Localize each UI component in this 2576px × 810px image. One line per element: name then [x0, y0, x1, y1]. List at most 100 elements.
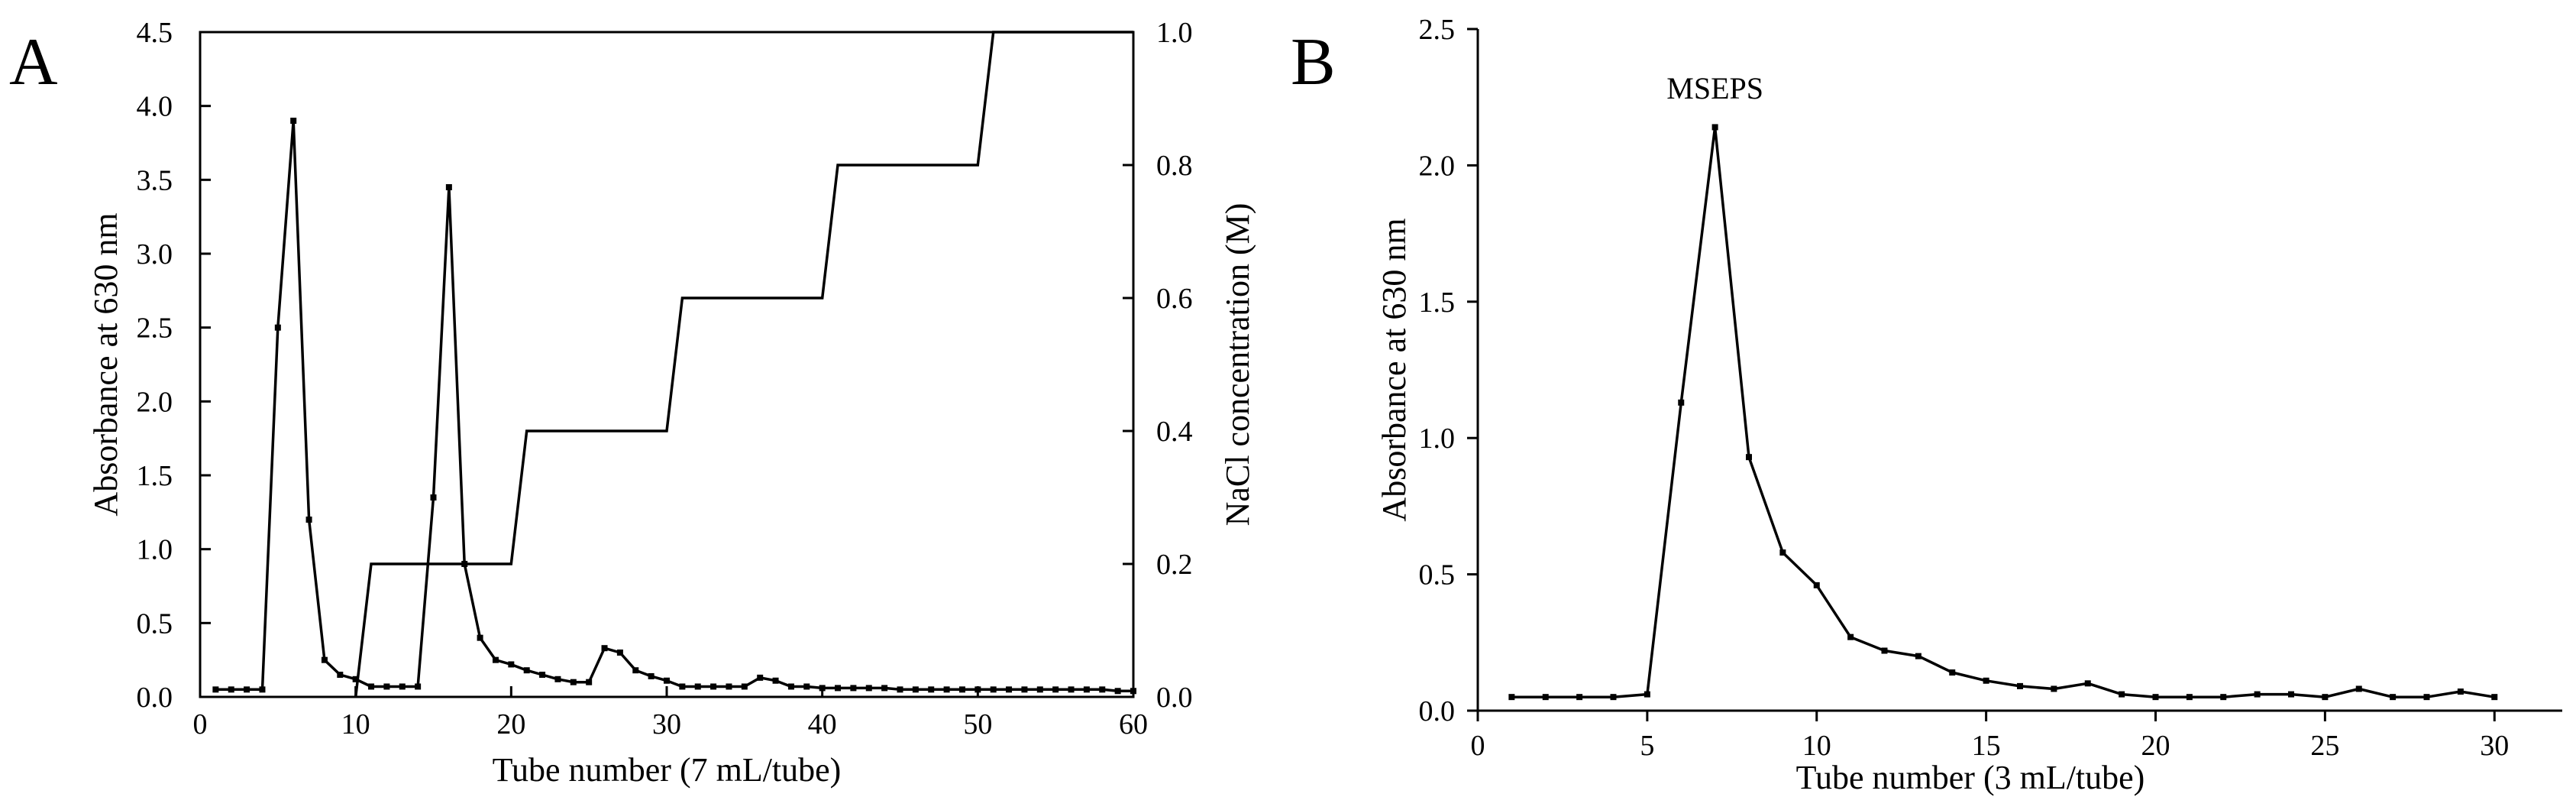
- panel-a-y-tick-label: 4.0: [137, 91, 173, 123]
- panel-a-absorbance-point: [616, 650, 623, 656]
- panel-a-absorbance-point: [430, 494, 437, 501]
- panel-b-absorbance-point: [1847, 633, 1854, 640]
- panel-b-x-ticks: 0 5 10 15 20 25 30: [1471, 711, 2509, 762]
- panel-a-absorbance-point: [928, 686, 935, 693]
- panel-a-y2-tick-label: 1.0: [1156, 17, 1193, 49]
- panel-a-absorbance-point: [570, 679, 577, 685]
- panel-a-absorbance-point: [897, 686, 903, 693]
- panel-a-x-tick-label: 10: [341, 708, 370, 740]
- panel-a-absorbance-point: [415, 683, 422, 690]
- panel-a-plot-frame: [199, 31, 1135, 698]
- panel-a-absorbance-point: [539, 672, 546, 678]
- panel-b-x-tick-label: 15: [1972, 730, 2001, 762]
- panel-a-absorbance-point: [664, 677, 670, 684]
- panel-a-y-tick-label: 0.5: [137, 608, 173, 640]
- panel-a-series: [212, 31, 1136, 698]
- panel-a-absorbance-point: [1099, 686, 1106, 693]
- panel-b-absorbance-point: [2084, 680, 2091, 687]
- panel-a-x-tick-label: 50: [963, 708, 992, 740]
- panel-b-absorbance-point: [2322, 694, 2329, 701]
- panel-b-absorbance-point: [2491, 694, 2498, 701]
- panel-a-nacl-gradient-line: [354, 31, 1133, 698]
- panel-a-absorbance-point: [383, 683, 390, 690]
- panel-a-x-tick-label: 40: [808, 708, 837, 740]
- panel-a-absorbance-point: [290, 118, 297, 124]
- panel-a-x-tick-label: 0: [193, 708, 208, 740]
- panel-a-x-tick-label: 20: [496, 708, 525, 740]
- panel-b-absorbance-point: [1610, 694, 1617, 701]
- panel-a-absorbance-point: [757, 674, 764, 681]
- panel-a-y2-ticks: 0.0 0.2 0.4 0.6 0.8 1.0: [1123, 17, 1193, 714]
- panel-b-y-tick-label: 0.0: [1419, 695, 1456, 727]
- panel-a-absorbance-point: [368, 683, 375, 690]
- panel-a-absorbance-point: [632, 667, 639, 674]
- panel-a-x-ticks: 0 10 20 30 40 50 60: [193, 686, 1148, 740]
- panel-b-series: [1508, 124, 2498, 701]
- panel-a-y2-tick-label: 0.0: [1156, 682, 1193, 714]
- panel-a-absorbance-point: [554, 676, 561, 682]
- panel-b-absorbance-point: [2288, 691, 2294, 698]
- panel-b-absorbance-point: [2457, 688, 2464, 695]
- panel-a-y2-tick-label: 0.6: [1156, 283, 1193, 315]
- panel-b-absorbance-line: [1511, 125, 2495, 698]
- panel-b-absorbance-point: [1915, 653, 1921, 659]
- panel-b-y-tick-label: 1.0: [1419, 423, 1456, 455]
- panel-a-y-tick-label: 2.0: [137, 386, 173, 418]
- panel-b-absorbance-point: [2186, 694, 2193, 701]
- panel-b: B 0 5 10 15 20 25 30 0.00.51.01.52.02.5 MSEPS …: [1291, 14, 2562, 796]
- panel-b-absorbance-point: [1542, 694, 1549, 701]
- panel-b-y-tick-label: 2.5: [1419, 14, 1456, 46]
- panel-a-y-tick-label: 2.5: [137, 313, 173, 345]
- panel-a-x-axis-label: Tube number (7 mL/tube): [493, 751, 842, 789]
- panel-a-absorbance-point: [337, 672, 344, 678]
- panel-b-absorbance-point: [2254, 691, 2261, 698]
- panel-a-absorbance-point: [912, 686, 919, 693]
- panel-a-y2-axis-label: NaCl concentration (M): [1219, 203, 1256, 526]
- panel-b-absorbance-point: [1813, 582, 1820, 588]
- panel-b-absorbance-point: [1508, 694, 1515, 701]
- panel-a-absorbance-point: [508, 661, 515, 668]
- panel-b-absorbance-point: [1881, 647, 1888, 654]
- panel-b-y-tick-label: 2.0: [1419, 150, 1456, 182]
- panel-a-absorbance-point: [787, 683, 794, 690]
- panel-b-y-ticks: 0.0 0.5 1.0 1.5 2.0 2.5: [1419, 14, 1478, 727]
- panel-a-absorbance-point: [274, 324, 281, 331]
- panel-a-absorbance-point: [958, 686, 965, 693]
- panel-a-absorbance-point: [492, 656, 499, 663]
- panel-b-absorbance-point: [2119, 691, 2125, 698]
- panel-b-y-tick-label: 0.5: [1419, 559, 1456, 591]
- panel-b-y-axis-label: Absorbance at 630 nm: [1375, 218, 1413, 521]
- panel-letter-b: B: [1291, 25, 1336, 99]
- panel-b-peak-annotation: MSEPS: [1666, 71, 1763, 105]
- panel-a-y-tick-label: 1.5: [137, 460, 173, 492]
- panel-a-absorbance-point: [259, 686, 266, 693]
- panel-a-absorbance-point: [352, 676, 359, 682]
- panel-b-x-tick-label: 30: [2480, 730, 2509, 762]
- panel-b-absorbance-point: [1576, 694, 1583, 701]
- panel-a-absorbance-point: [1083, 686, 1090, 693]
- panel-b-absorbance-point: [1983, 677, 1989, 684]
- panel-a-absorbance-point: [1052, 686, 1059, 693]
- panel-b-absorbance-point: [1711, 124, 1718, 131]
- panel-a-absorbance-point: [586, 679, 593, 685]
- panel-b-x-tick-label: 25: [2310, 730, 2339, 762]
- panel-a-y-tick-label: 1.0: [137, 534, 173, 566]
- panel-a-absorbance-point: [1114, 688, 1121, 695]
- panel-a-y-tick-label: 4.5: [137, 17, 173, 49]
- panel-a-absorbance-point: [648, 672, 655, 679]
- panel-b-absorbance-point: [1678, 399, 1685, 406]
- panel-a-absorbance-point: [741, 683, 748, 690]
- panel-a-absorbance-point: [819, 685, 826, 692]
- panel-b-absorbance-point: [1644, 691, 1650, 698]
- panel-a-absorbance-point: [1006, 686, 1013, 693]
- panel-a-x-tick-label: 60: [1119, 708, 1148, 740]
- panel-a-absorbance-point: [228, 686, 234, 693]
- panel-a: A 0 10 20 30 40 50 60 0.0 0.5 1.0 1.5 2.0 2.5 3.0 3.5…: [9, 17, 1256, 789]
- panel-b-y-tick-label: 1.5: [1419, 287, 1456, 319]
- panel-b-x-axis-label: Tube number (3 mL/tube): [1796, 759, 2145, 796]
- panel-a-absorbance-point: [850, 685, 857, 692]
- panel-b-absorbance-point: [2051, 685, 2057, 692]
- panel-b-x-tick-label: 0: [1471, 730, 1485, 762]
- panel-b-absorbance-point: [2152, 694, 2159, 701]
